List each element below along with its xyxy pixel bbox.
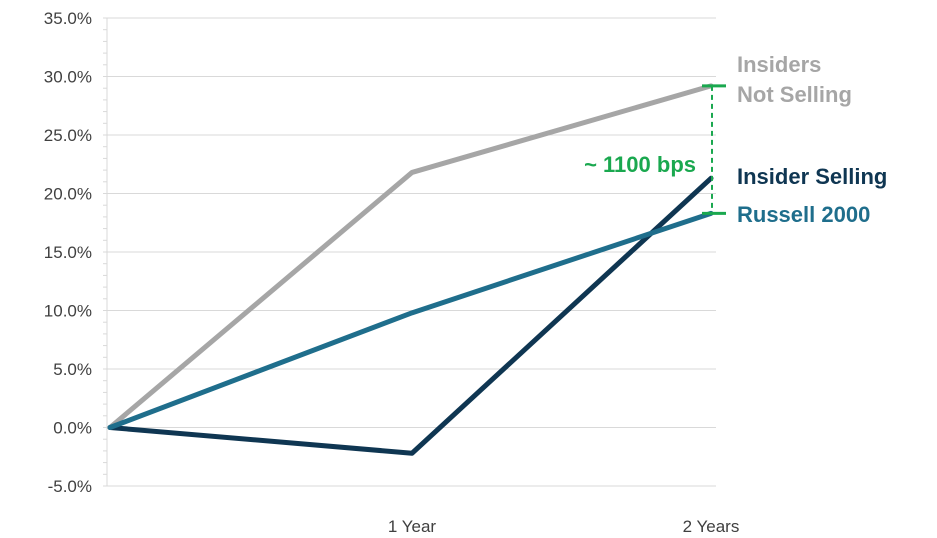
annotation-label: ~ 1100 bps (584, 152, 696, 177)
series-labels: Insiders Not Selling Insider Selling Russel… (737, 52, 887, 227)
y-tick-label: 30.0% (44, 68, 92, 87)
x-tick-label: 1 Year (388, 517, 437, 536)
y-tick-label: -5.0% (48, 477, 92, 496)
y-tick-label: 10.0% (44, 302, 92, 321)
series-label-2: Russell 2000 (737, 202, 870, 227)
y-tick-labels: -5.0% 0.0% 5.0% 10.0% 15.0% 20.0% 25.0% 30.0% 35… (44, 9, 92, 496)
series-line-2 (107, 210, 714, 430)
x-tick-labels: 1 Year 2 Years (388, 517, 739, 536)
series-line-0 (107, 83, 714, 430)
y-tick-label: 20.0% (44, 185, 92, 204)
y-tick-label: 25.0% (44, 126, 92, 145)
y-tick-label: 35.0% (44, 9, 92, 28)
gap-annotation: ~ 1100 bps (584, 84, 726, 215)
series-line-1 (107, 175, 714, 456)
series-label-0: Insiders Not Selling (737, 52, 852, 107)
y-tick-label: 5.0% (53, 360, 92, 379)
y-tick-label: 15.0% (44, 243, 92, 262)
grid-lines (107, 17, 716, 487)
series-lines (107, 83, 714, 456)
y-tick-label: 0.0% (53, 419, 92, 438)
series-label-1: Insider Selling (737, 164, 887, 189)
x-tick-label: 2 Years (683, 517, 740, 536)
axes (103, 17, 108, 487)
